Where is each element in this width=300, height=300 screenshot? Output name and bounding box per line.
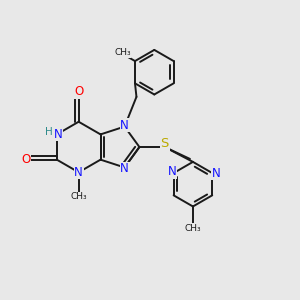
Text: CH₃: CH₃ [114, 48, 130, 57]
Text: N: N [120, 118, 129, 132]
Text: N: N [54, 128, 63, 141]
Text: CH₃: CH₃ [70, 193, 87, 202]
Text: H: H [46, 127, 53, 137]
Text: N: N [120, 163, 129, 176]
Text: O: O [74, 85, 83, 98]
Text: CH₃: CH₃ [184, 224, 201, 233]
Text: S: S [160, 137, 169, 150]
Text: N: N [212, 167, 220, 179]
Text: O: O [21, 153, 30, 166]
Text: N: N [74, 166, 83, 179]
Text: N: N [168, 165, 176, 178]
